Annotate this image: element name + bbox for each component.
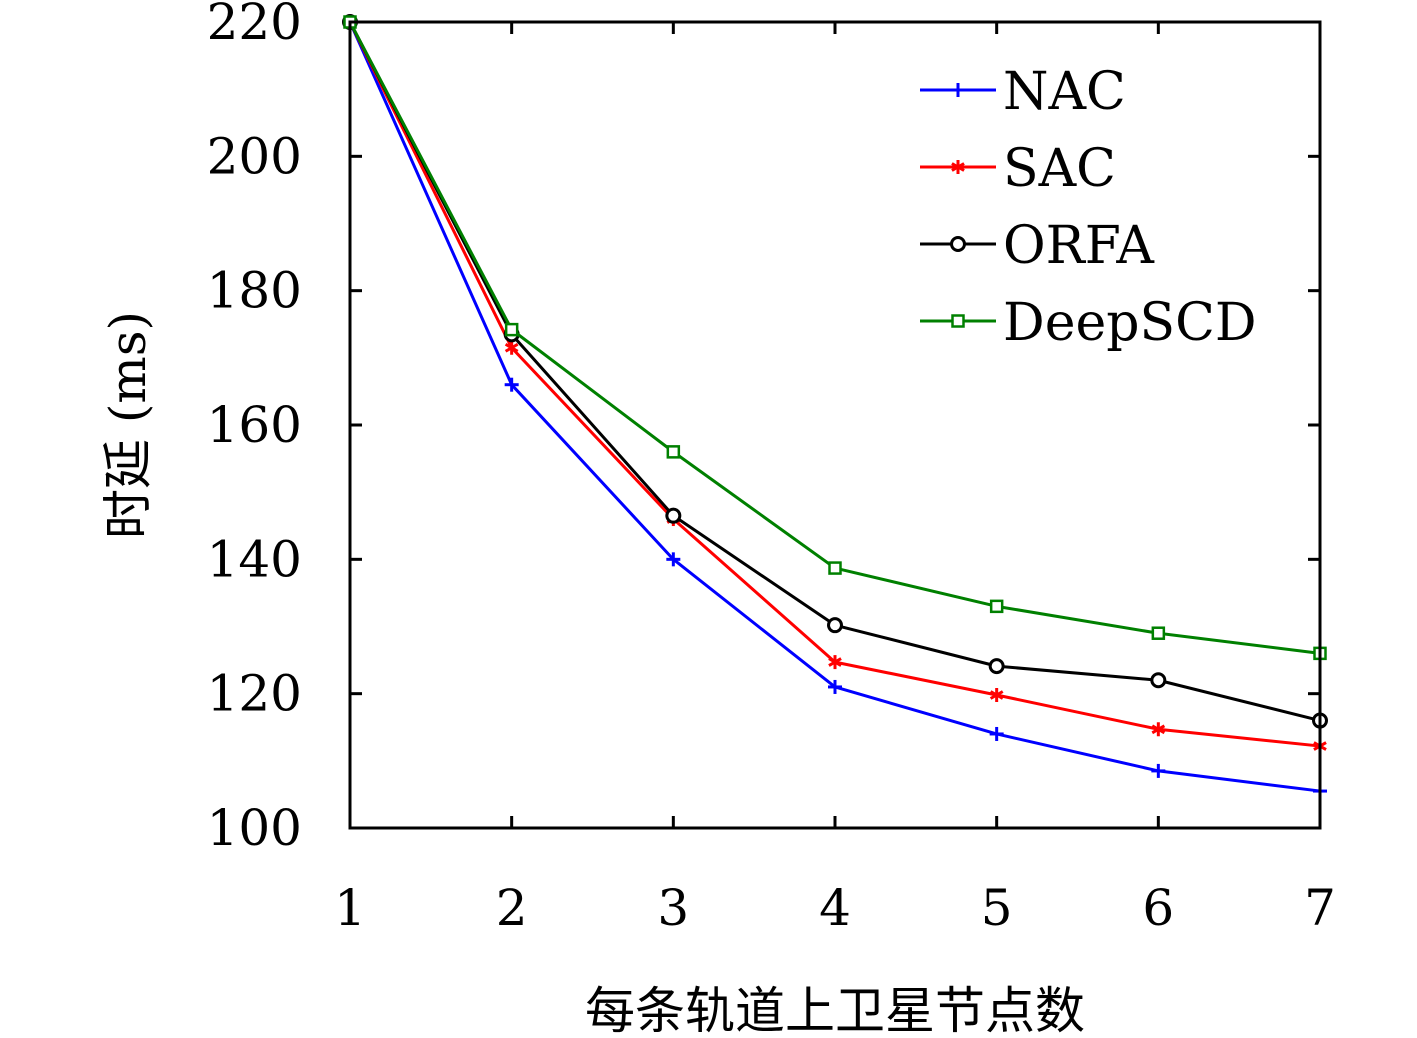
data-point-nac bbox=[666, 552, 681, 567]
y-tick-label: 100 bbox=[207, 799, 302, 857]
legend: NAC SAC ORFA DeepSCD bbox=[920, 62, 1257, 353]
data-point-sac bbox=[828, 655, 842, 670]
data-point-orfa bbox=[665, 507, 682, 524]
series-line-nac bbox=[348, 21, 1321, 793]
data-point-sac bbox=[1151, 722, 1166, 737]
x-tick-label: 7 bbox=[1304, 879, 1336, 937]
y-tick-label: 120 bbox=[207, 665, 302, 723]
y-tick-label: 200 bbox=[207, 127, 302, 185]
legend-marker-orfa bbox=[950, 236, 966, 252]
x-tick-label: 2 bbox=[496, 879, 528, 937]
data-point-nac bbox=[828, 679, 842, 694]
legend-label-nac: NAC bbox=[1003, 62, 1126, 122]
y-tick-label: 140 bbox=[207, 530, 302, 588]
legend-label-sac: SAC bbox=[1003, 139, 1116, 199]
series-line-sac bbox=[348, 21, 1321, 748]
data-point-orfa bbox=[988, 658, 1005, 675]
data-point-nac bbox=[504, 377, 519, 392]
y-tick-label: 180 bbox=[207, 262, 302, 320]
legend-label-orfa: ORFA bbox=[1003, 216, 1155, 276]
x-tick-label: 3 bbox=[657, 879, 689, 937]
series-orfa bbox=[342, 14, 1328, 729]
data-point-nac bbox=[989, 726, 1004, 741]
legend-marker-sac bbox=[951, 160, 965, 174]
y-axis-ticks: 100 120 140 160 180 200 220 bbox=[207, 0, 1320, 857]
series-nac bbox=[343, 15, 1327, 799]
plot-frame bbox=[348, 20, 1322, 830]
legend-entry-nac: NAC bbox=[920, 62, 1126, 122]
y-tick-label: 220 bbox=[207, 0, 302, 51]
data-point-deepscd bbox=[504, 322, 519, 337]
x-axis-ticks: 1 2 3 4 5 6 7 bbox=[334, 22, 1336, 937]
data-point-deepscd bbox=[666, 445, 681, 459]
legend-entry-deepscd: DeepSCD bbox=[920, 293, 1257, 353]
data-point-deepscd bbox=[1151, 626, 1166, 640]
data-point-nac bbox=[1151, 763, 1166, 778]
x-tick-label: 1 bbox=[334, 879, 366, 937]
x-tick-label: 6 bbox=[1142, 879, 1174, 937]
data-point-sac bbox=[989, 688, 1004, 703]
data-point-orfa bbox=[1150, 672, 1167, 689]
data-series bbox=[342, 14, 1328, 799]
legend-marker-nac bbox=[951, 83, 965, 97]
series-line-orfa bbox=[348, 21, 1321, 722]
y-tick-label: 160 bbox=[207, 396, 302, 454]
data-point-sac bbox=[504, 340, 519, 355]
series-sac bbox=[343, 15, 1327, 754]
legend-marker-deepscd bbox=[951, 314, 965, 328]
x-tick-label: 5 bbox=[981, 879, 1013, 937]
x-axis-label: 每条轨道上卫星节点数 bbox=[585, 982, 1085, 1038]
data-point-orfa bbox=[827, 617, 843, 634]
legend-entry-sac: SAC bbox=[920, 139, 1116, 199]
legend-entry-orfa: ORFA bbox=[920, 216, 1155, 276]
data-point-deepscd bbox=[828, 561, 842, 575]
legend-label-deepscd: DeepSCD bbox=[1003, 293, 1257, 353]
x-tick-label: 4 bbox=[819, 879, 851, 937]
y-axis-label: 时延 (ms) bbox=[99, 311, 157, 539]
data-point-deepscd bbox=[989, 599, 1004, 614]
